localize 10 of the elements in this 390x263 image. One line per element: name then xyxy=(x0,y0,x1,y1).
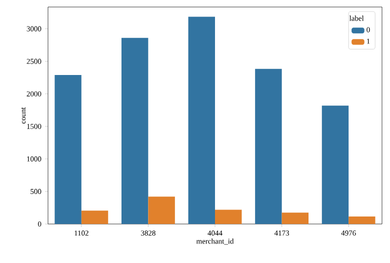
bar xyxy=(322,106,349,224)
bar xyxy=(215,210,242,224)
bar xyxy=(255,68,282,224)
bar xyxy=(348,216,376,224)
bar xyxy=(121,38,148,224)
bar xyxy=(81,210,108,224)
bar xyxy=(282,212,309,224)
bar xyxy=(188,16,216,224)
bar xyxy=(148,196,175,224)
bar xyxy=(54,75,82,224)
